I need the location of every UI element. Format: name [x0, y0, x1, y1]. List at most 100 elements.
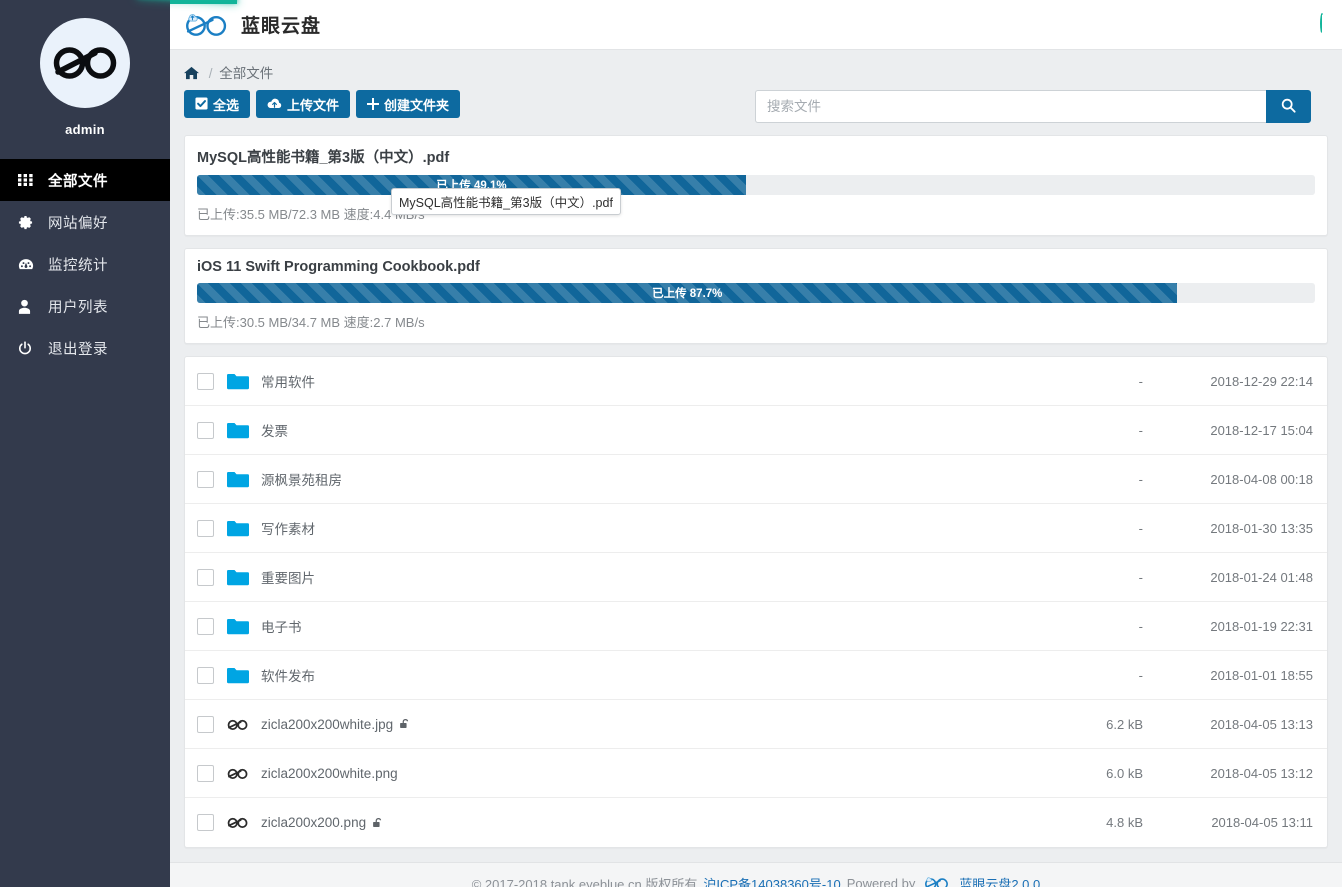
sidebar-item-preference[interactable]: 网站偏好	[0, 201, 170, 243]
file-name[interactable]: 发票	[261, 420, 1023, 440]
file-modified-date: 2018-01-24 01:48	[1210, 569, 1313, 585]
power-icon	[18, 340, 42, 356]
file-name-text: 源枫景苑租房	[261, 473, 342, 488]
file-row-checkbox[interactable]	[197, 519, 214, 537]
file-name-text: zicla200x200white.jpg	[261, 716, 394, 732]
folder-icon	[227, 422, 253, 439]
select-all-label: 全选	[213, 97, 240, 113]
folder-icon	[227, 520, 253, 537]
file-list: 常用软件 - 2018-12-29 22:14 发票 - 2018-12-17 15:04…	[184, 356, 1328, 848]
footer-beian-link[interactable]: 沪ICP备14038360号-10	[703, 877, 841, 887]
unlock-icon[interactable]	[399, 718, 411, 730]
file-size: -	[1138, 471, 1143, 487]
file-name[interactable]: zicla200x200white.png	[261, 766, 1023, 781]
image-thumbnail-icon	[227, 718, 253, 731]
infinity-logo-icon	[53, 47, 117, 79]
file-modified-date: 2018-01-01 18:55	[1210, 667, 1313, 683]
file-row[interactable]: zicla200x200.png 4.8 kB 2018-04-05 13:11	[185, 798, 1327, 847]
loading-spinner-icon	[1320, 13, 1324, 34]
file-size: 6.2 kB	[1106, 716, 1143, 732]
file-size: -	[1138, 520, 1143, 536]
upload-file-button[interactable]: 上传文件	[256, 90, 351, 118]
breadcrumb-separator: /	[208, 66, 213, 81]
avatar[interactable]	[40, 18, 130, 108]
image-thumbnail-icon	[227, 767, 253, 780]
upload-file-label: 上传文件	[287, 97, 340, 113]
sidebar-item-monitor[interactable]: 监控统计	[0, 243, 170, 285]
sidebar-item-logout[interactable]: 退出登录	[0, 327, 170, 369]
file-row[interactable]: 重要图片 - 2018-01-24 01:48	[185, 553, 1327, 602]
gear-icon	[18, 215, 42, 230]
file-row-checkbox[interactable]	[197, 764, 214, 782]
file-name[interactable]: 电子书	[261, 616, 1023, 636]
home-icon[interactable]	[184, 66, 203, 81]
footer-powered-by: Powered by	[846, 876, 916, 887]
file-row[interactable]: zicla200x200white.png 6.0 kB 2018-04-05 13…	[185, 749, 1327, 798]
file-name[interactable]: zicla200x200white.jpg	[261, 717, 1023, 732]
sidebar: admin 全部文件 网站偏好 监控统计	[0, 0, 170, 887]
sidebar-username: admin	[65, 122, 105, 137]
file-row-checkbox[interactable]	[197, 372, 214, 390]
file-modified-date: 2018-04-05 13:11	[1211, 815, 1313, 830]
file-row-checkbox[interactable]	[197, 617, 214, 635]
upload-file-name: MySQL高性能书籍_第3版（中文）.pdf	[197, 150, 450, 166]
file-size: -	[1138, 569, 1143, 585]
file-size: -	[1138, 667, 1143, 683]
sidebar-menu: 全部文件 网站偏好 监控统计 用户列表	[0, 159, 170, 369]
file-row[interactable]: 软件发布 - 2018-01-01 18:55	[185, 651, 1327, 700]
file-name-text: zicla200x200.png	[261, 815, 367, 830]
file-row[interactable]: 源枫景苑租房 - 2018-04-08 00:18	[185, 455, 1327, 504]
file-name-text: 软件发布	[261, 669, 315, 684]
search-button[interactable]	[1266, 90, 1311, 123]
breadcrumb-current[interactable]: 全部文件	[219, 66, 274, 81]
file-row[interactable]: 发票 - 2018-12-17 15:04	[185, 406, 1327, 455]
file-modified-date: 2018-04-05 13:13	[1210, 716, 1313, 732]
file-modified-date: 2018-01-30 13:35	[1210, 520, 1313, 536]
sidebar-item-users[interactable]: 用户列表	[0, 285, 170, 327]
file-name[interactable]: 常用软件	[261, 371, 1023, 391]
file-name[interactable]: 重要图片	[261, 567, 1023, 587]
file-modified-date: 2018-12-17 15:04	[1210, 422, 1313, 438]
file-row-checkbox[interactable]	[197, 666, 214, 684]
file-row-checkbox[interactable]	[197, 470, 214, 488]
plus-icon	[367, 97, 380, 112]
file-row[interactable]: 电子书 - 2018-01-19 22:31	[185, 602, 1327, 651]
file-name-text: zicla200x200white.png	[261, 765, 398, 781]
file-row[interactable]: 写作素材 - 2018-01-30 13:35	[185, 504, 1327, 553]
file-size: 4.8 kB	[1106, 815, 1143, 830]
create-folder-button[interactable]: 创建文件夹	[356, 90, 461, 118]
sidebar-item-label: 网站偏好	[48, 215, 108, 232]
upload-progress-bar: 已上传 87.7%	[197, 283, 1178, 303]
search-input[interactable]	[755, 90, 1266, 123]
select-all-button[interactable]: 全选	[184, 90, 251, 118]
footer-product-link[interactable]: 蓝眼云盘2.0.0	[959, 877, 1041, 887]
file-name[interactable]: 源枫景苑租房	[261, 469, 1023, 489]
file-name-text: 发票	[261, 424, 288, 439]
sidebar-item-label: 全部文件	[48, 173, 108, 190]
cloud-infinity-logo-icon[interactable]	[184, 12, 230, 38]
file-name[interactable]: 软件发布	[261, 665, 1023, 685]
file-row[interactable]: zicla200x200white.jpg 6.2 kB 2018-04-05 13…	[185, 700, 1327, 749]
app-title: 蓝眼云盘	[241, 16, 322, 37]
sidebar-item-all-files[interactable]: 全部文件	[0, 159, 170, 201]
file-size: 6.0 kB	[1106, 765, 1143, 781]
folder-icon	[227, 373, 253, 390]
cloud-infinity-logo-icon	[924, 876, 950, 887]
content-scroll-area[interactable]: / 全部文件 全选 上传文件	[170, 50, 1342, 887]
folder-icon	[227, 618, 253, 635]
file-name[interactable]: 写作素材	[261, 518, 1023, 538]
folder-icon	[227, 569, 253, 586]
unlock-icon[interactable]	[372, 817, 384, 829]
file-modified-date: 2018-01-19 22:31	[1210, 618, 1313, 634]
file-modified-date: 2018-04-05 13:12	[1210, 765, 1313, 781]
file-row-checkbox[interactable]	[197, 715, 214, 733]
grid-icon	[18, 174, 42, 186]
file-name-text: 写作素材	[261, 522, 315, 537]
file-row[interactable]: 常用软件 - 2018-12-29 22:14	[185, 357, 1327, 406]
file-row-checkbox[interactable]	[197, 814, 214, 831]
file-row-checkbox[interactable]	[197, 421, 214, 439]
file-name[interactable]: zicla200x200.png	[261, 815, 1023, 830]
upload-stats: 已上传:30.5 MB/34.7 MB 速度:2.7 MB/s	[197, 315, 425, 330]
file-name-text: 常用软件	[261, 375, 315, 390]
file-row-checkbox[interactable]	[197, 568, 214, 586]
